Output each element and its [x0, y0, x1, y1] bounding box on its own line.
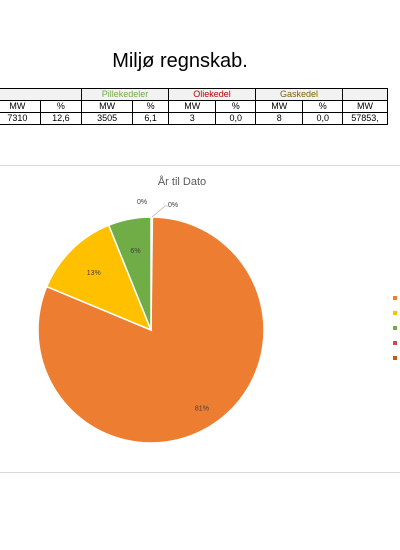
- slice-label: 81%: [195, 405, 209, 412]
- legend-marker: [393, 311, 397, 315]
- legend-marker: [393, 356, 397, 360]
- legend-marker: [393, 326, 397, 330]
- leader-line: [151, 205, 168, 218]
- value-cell: 3: [167, 112, 217, 125]
- slice-label: 6%: [130, 248, 140, 255]
- energy-table: Pillekedeler Oliekedel Gaskedel MW % MW …: [0, 88, 388, 125]
- value-cell: 57853,: [342, 112, 388, 125]
- legend-marker: [393, 296, 397, 300]
- pie-slice: [45, 224, 153, 332]
- slice-label: 13%: [87, 270, 101, 277]
- value-cell: 8: [254, 112, 304, 125]
- chart-legend: [393, 296, 400, 371]
- slice-label: 0%: [168, 202, 178, 209]
- slice-label: 0%: [137, 199, 147, 206]
- group-total-label: [342, 88, 388, 101]
- pie-slice: [107, 216, 152, 331]
- value-cell: 3505: [80, 112, 134, 125]
- chart-title: År til Dato: [158, 175, 206, 188]
- value-cell: 12,6: [39, 112, 83, 125]
- group-gaskedel-label: Gaskedel: [255, 88, 343, 101]
- value-cell: 0,0: [302, 112, 343, 125]
- value-row: 7310 12,6 3505 6,1 3 0,0 8 0,0 57853,: [0, 112, 388, 125]
- page-title: Miljø regnskab.: [112, 50, 248, 72]
- legend-marker: [393, 341, 397, 345]
- chart-area: [0, 165, 400, 473]
- header-row: MW % MW % MW % MW % MW: [0, 100, 388, 113]
